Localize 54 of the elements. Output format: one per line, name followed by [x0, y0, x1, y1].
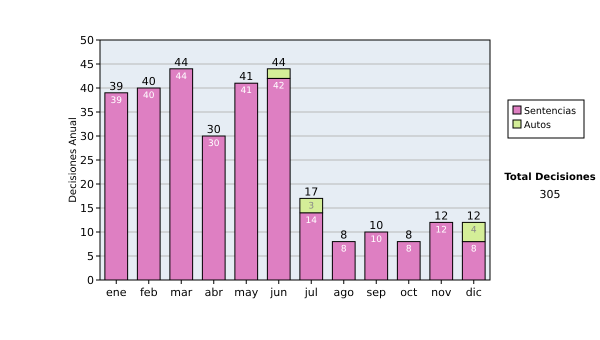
total-label: 8	[405, 228, 412, 242]
data-label: 42	[273, 81, 284, 92]
data-label: 8	[406, 244, 412, 255]
data-label: 8	[470, 244, 477, 255]
x-tick-label: oct	[400, 286, 418, 299]
total-label: 39	[109, 80, 124, 93]
data-label: 39	[110, 96, 122, 106]
x-tick-label: sep	[366, 286, 386, 299]
x-tick-label: abr	[204, 286, 224, 299]
y-tick-label: 15	[80, 202, 94, 215]
legend-label: Autos	[524, 120, 552, 131]
x-tick-label: mar	[170, 286, 193, 299]
data-label: 14	[306, 216, 318, 226]
data-label: 12	[436, 225, 447, 236]
x-tick-label: ene	[106, 286, 127, 299]
y-axis-title: Decisiones Anual	[68, 117, 79, 203]
y-tick-label: 0	[87, 274, 94, 287]
total-label: 40	[142, 75, 156, 88]
y-tick-label: 50	[80, 34, 94, 47]
y-tick-label: 25	[80, 154, 94, 167]
x-tick-label: dic	[466, 286, 482, 299]
data-label: 30	[208, 139, 220, 149]
x-tick-label: nov	[431, 286, 452, 299]
y-tick-label: 5	[87, 250, 94, 263]
y-tick-label: 20	[80, 178, 94, 191]
text: Total Decisiones	[504, 172, 596, 183]
data-label: 8	[340, 244, 347, 255]
total-label: 30	[206, 123, 221, 136]
y-tick-label: 10	[80, 226, 94, 239]
total-label: 12	[434, 209, 448, 222]
total-label: 44	[272, 56, 286, 69]
x-tick-label: may	[234, 286, 259, 299]
total-label: 10	[369, 219, 384, 232]
total-label: 41	[239, 70, 254, 84]
x-tick-label: jun	[269, 286, 288, 299]
total-label: 12	[466, 209, 481, 222]
data-label: 44	[176, 72, 188, 82]
x-tick-label: ago	[334, 286, 354, 299]
total-label: 17	[304, 185, 318, 198]
y-tick-label: 40	[80, 82, 94, 95]
total-label: 8	[340, 228, 348, 242]
legend-label: Sentencias	[524, 106, 576, 117]
x-tick-label: feb	[140, 286, 158, 299]
x-tick-label: jul	[304, 286, 318, 299]
text: 305	[540, 188, 560, 201]
total-label: 44	[174, 56, 188, 69]
data-label: 3	[308, 201, 314, 212]
y-tick-label: 45	[80, 58, 94, 71]
data-label: 4	[470, 225, 477, 236]
data-label: 41	[240, 86, 252, 96]
data-label: 10	[370, 235, 382, 245]
y-tick-label: 30	[80, 130, 94, 143]
y-tick-label: 35	[80, 106, 94, 119]
data-label: 40	[143, 91, 155, 101]
